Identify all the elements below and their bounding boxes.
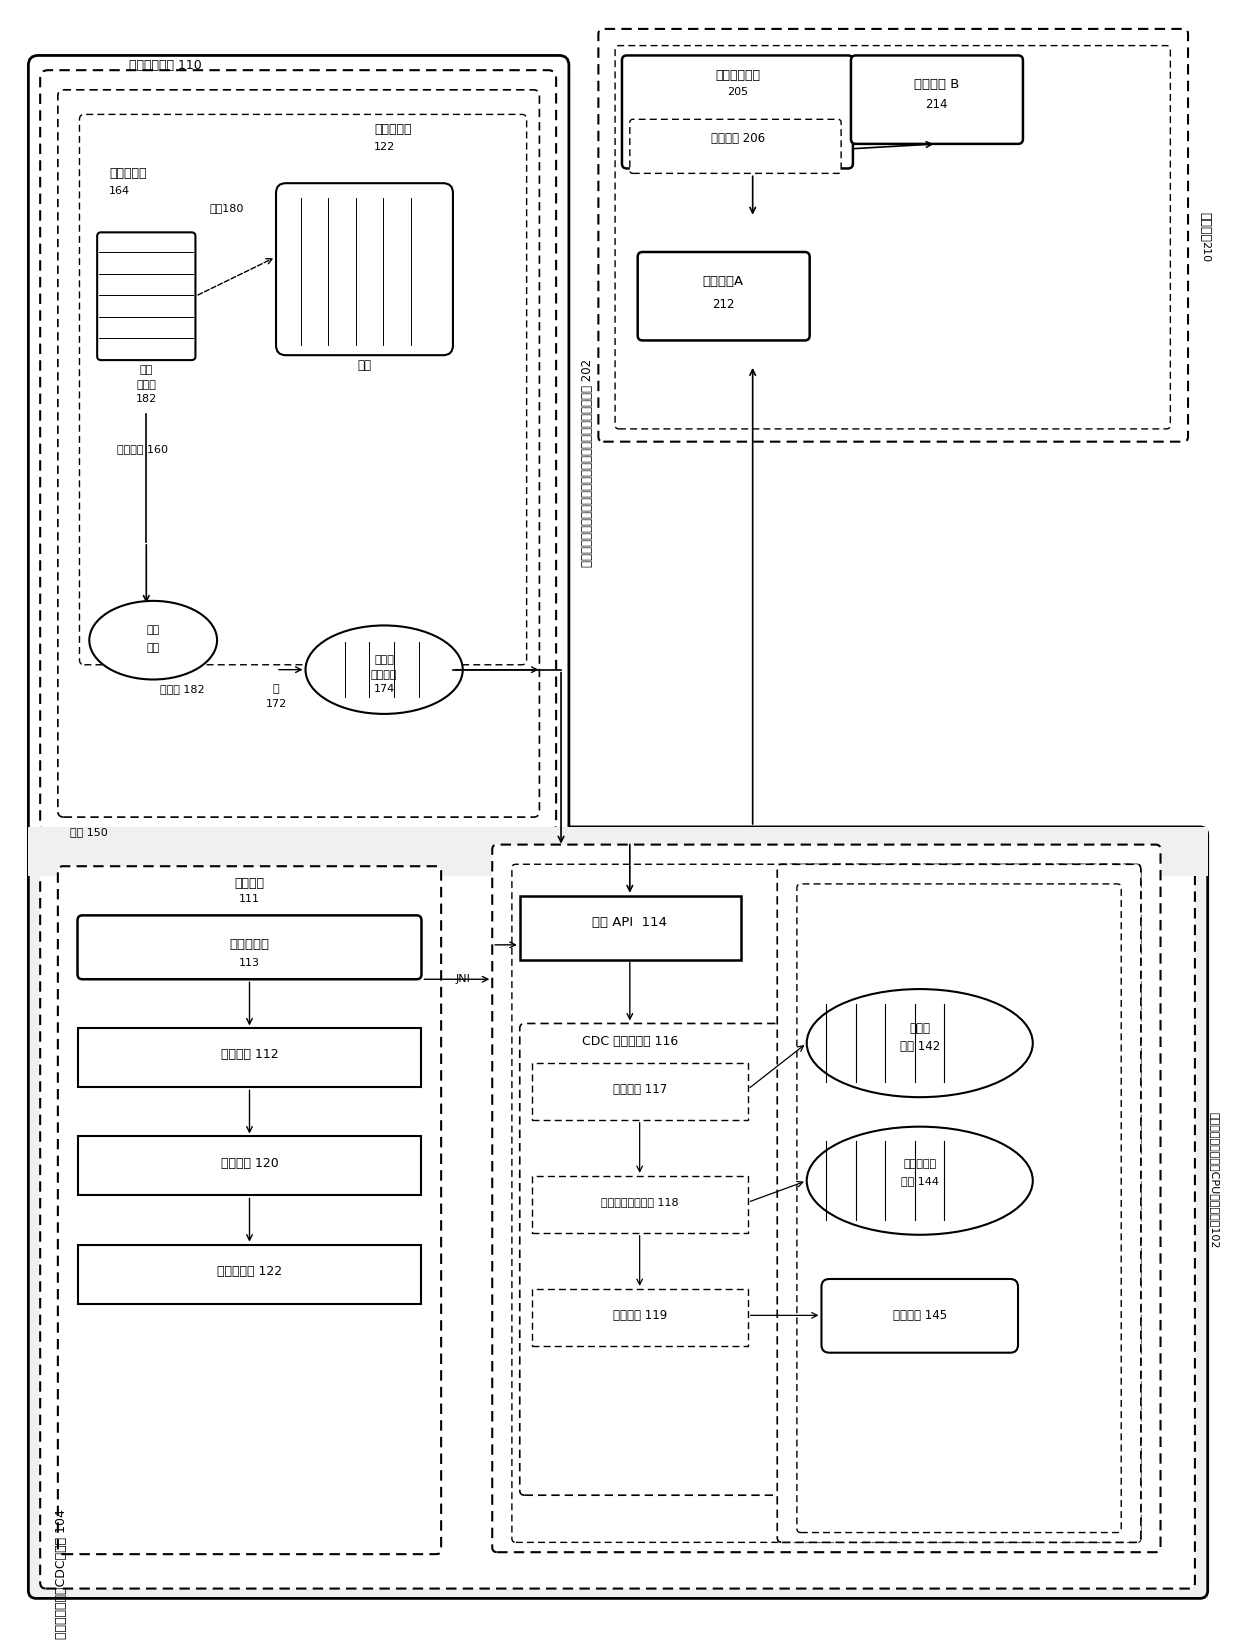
Bar bbox=[29, 827, 1208, 877]
Text: 164: 164 bbox=[109, 187, 130, 196]
Text: 源变更: 源变更 bbox=[374, 655, 394, 665]
Text: 目标系统A: 目标系统A bbox=[703, 276, 744, 287]
FancyBboxPatch shape bbox=[58, 89, 539, 817]
Text: 储量 142: 储量 142 bbox=[900, 1040, 940, 1053]
FancyBboxPatch shape bbox=[29, 827, 1208, 1598]
Text: 位置存: 位置存 bbox=[909, 1022, 930, 1035]
FancyBboxPatch shape bbox=[599, 30, 1188, 442]
Text: 122: 122 bbox=[374, 142, 396, 152]
Text: 计算机资源（例如，CPU、存储器）102: 计算机资源（例如，CPU、存储器）102 bbox=[1209, 1113, 1220, 1248]
Text: 索引: 索引 bbox=[357, 358, 372, 371]
Bar bbox=[532, 1289, 748, 1346]
Ellipse shape bbox=[807, 1126, 1033, 1235]
Text: 存储的表示: 存储的表示 bbox=[374, 122, 412, 135]
FancyBboxPatch shape bbox=[520, 1024, 1110, 1496]
Text: 目标系统 B: 目标系统 B bbox=[914, 79, 959, 91]
FancyBboxPatch shape bbox=[58, 867, 441, 1554]
Text: 捕获进程 117: 捕获进程 117 bbox=[613, 1083, 667, 1096]
Text: 规范格式输出: 规范格式输出 bbox=[715, 69, 760, 81]
Text: 214: 214 bbox=[925, 97, 947, 111]
Text: 重复数据删除进程 118: 重复数据删除进程 118 bbox=[601, 1197, 678, 1207]
FancyBboxPatch shape bbox=[615, 46, 1171, 429]
Text: 历史队列 145: 历史队列 145 bbox=[893, 1309, 947, 1322]
FancyBboxPatch shape bbox=[79, 114, 527, 665]
Ellipse shape bbox=[807, 989, 1033, 1098]
Text: 存储器表示: 存储器表示 bbox=[109, 167, 146, 180]
FancyBboxPatch shape bbox=[777, 863, 1141, 1542]
Text: 变更数据捕获（CDC）系统 104: 变更数据捕获（CDC）系统 104 bbox=[55, 1509, 68, 1639]
Text: 172: 172 bbox=[265, 698, 286, 708]
FancyBboxPatch shape bbox=[78, 915, 422, 979]
Bar bbox=[532, 1176, 748, 1233]
Text: 访问 API  114: 访问 API 114 bbox=[593, 916, 667, 930]
Text: 存储器: 存储器 bbox=[136, 380, 156, 390]
Text: 数据: 数据 bbox=[146, 642, 160, 654]
Text: 写入: 写入 bbox=[140, 365, 153, 375]
FancyBboxPatch shape bbox=[40, 842, 1195, 1588]
FancyBboxPatch shape bbox=[622, 56, 853, 168]
Ellipse shape bbox=[89, 601, 217, 680]
Text: 210: 210 bbox=[1200, 241, 1210, 263]
Text: 节点 150: 节点 150 bbox=[69, 827, 108, 837]
Text: 变更数据 206: 变更数据 206 bbox=[711, 132, 765, 145]
Text: 跟踪实体: 跟踪实体 bbox=[371, 670, 397, 680]
Text: 113: 113 bbox=[239, 958, 260, 967]
Bar bbox=[520, 896, 740, 959]
Bar bbox=[78, 1029, 422, 1088]
Text: 管道 144: 管道 144 bbox=[900, 1176, 939, 1185]
Bar bbox=[532, 1063, 748, 1119]
Text: 写入: 写入 bbox=[146, 626, 160, 636]
Bar bbox=[78, 1136, 422, 1195]
Text: 205: 205 bbox=[728, 88, 749, 97]
Ellipse shape bbox=[305, 626, 463, 713]
Text: 恢复进程 119: 恢复进程 119 bbox=[613, 1309, 667, 1322]
Text: 存储器 182: 存储器 182 bbox=[160, 684, 205, 695]
Text: 读取器线程 122: 读取器线程 122 bbox=[217, 1265, 281, 1278]
FancyBboxPatch shape bbox=[797, 883, 1121, 1532]
Text: 写入路径 160: 写入路径 160 bbox=[117, 444, 167, 454]
FancyBboxPatch shape bbox=[512, 863, 1141, 1542]
Text: 111: 111 bbox=[239, 893, 260, 903]
FancyBboxPatch shape bbox=[29, 56, 569, 842]
FancyBboxPatch shape bbox=[851, 56, 1023, 144]
FancyBboxPatch shape bbox=[492, 845, 1161, 1552]
FancyBboxPatch shape bbox=[40, 71, 556, 832]
Text: 提取处理器: 提取处理器 bbox=[229, 938, 269, 951]
FancyBboxPatch shape bbox=[637, 253, 810, 340]
Text: 212: 212 bbox=[712, 297, 734, 310]
Text: 量: 量 bbox=[273, 684, 279, 695]
FancyBboxPatch shape bbox=[630, 119, 841, 173]
Text: 分布式数据源 110: 分布式数据源 110 bbox=[129, 59, 201, 71]
Text: 刷新180: 刷新180 bbox=[210, 203, 244, 213]
Text: JNI: JNI bbox=[455, 974, 470, 984]
FancyBboxPatch shape bbox=[97, 233, 196, 360]
Bar bbox=[78, 1245, 422, 1304]
Text: 提取构件: 提取构件 bbox=[234, 877, 264, 890]
FancyBboxPatch shape bbox=[277, 183, 453, 355]
Text: 访问线程 120: 访问线程 120 bbox=[221, 1156, 278, 1169]
Text: 174: 174 bbox=[373, 684, 394, 695]
Text: 182: 182 bbox=[135, 395, 157, 404]
Text: 访问同一个或多个节点处的（一个或多个）源变更跟踪实体 202: 访问同一个或多个节点处的（一个或多个）源变更跟踪实体 202 bbox=[582, 360, 594, 568]
FancyBboxPatch shape bbox=[821, 1280, 1018, 1352]
Text: 异构目标: 异构目标 bbox=[1198, 213, 1211, 243]
Text: CDC 进程管理器 116: CDC 进程管理器 116 bbox=[582, 1035, 678, 1048]
Text: 重数据捕制: 重数据捕制 bbox=[903, 1159, 936, 1169]
Text: 访问模块 112: 访问模块 112 bbox=[221, 1048, 278, 1062]
